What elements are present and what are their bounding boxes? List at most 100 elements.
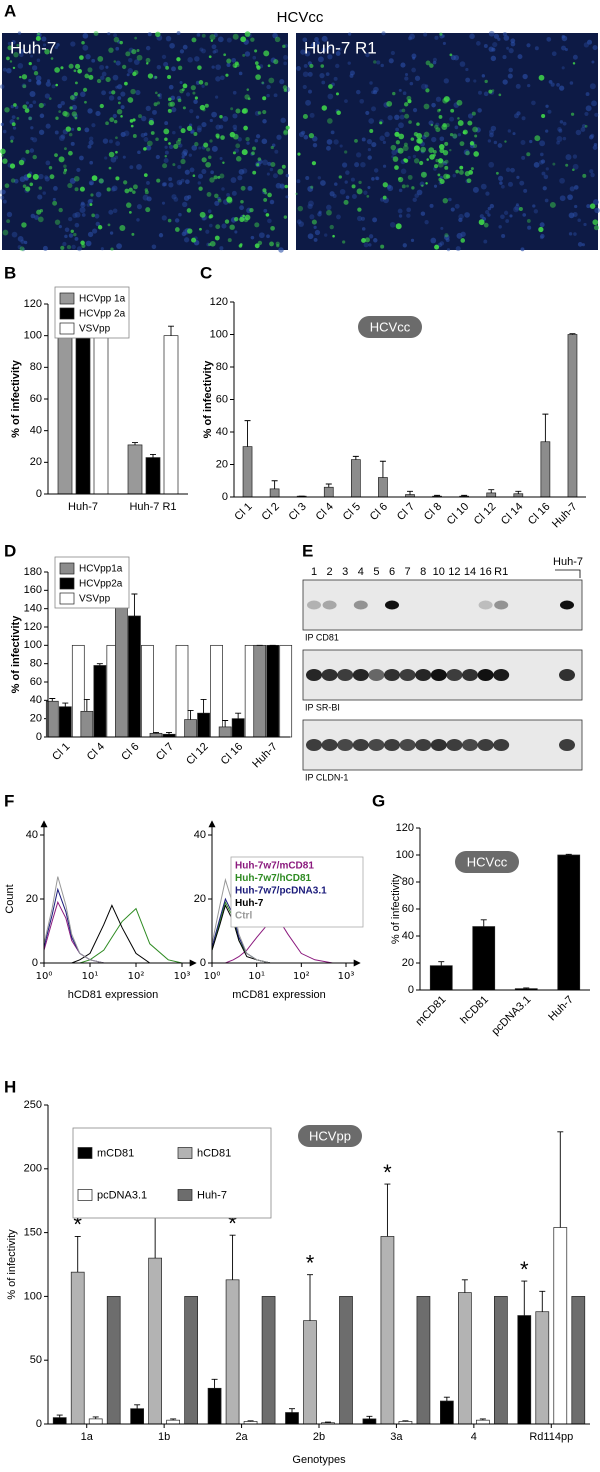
nucleus <box>449 116 455 122</box>
infected-cell <box>113 60 117 63</box>
nucleus <box>432 57 438 62</box>
infected-cell <box>127 97 134 103</box>
infected-cell <box>204 82 209 86</box>
legend-label: VSVpp <box>79 324 111 335</box>
nucleus <box>231 57 237 63</box>
infected-cell <box>69 95 75 100</box>
nucleus <box>127 68 134 74</box>
nucleus <box>345 195 350 200</box>
nucleus <box>463 149 470 156</box>
nucleus <box>581 243 585 247</box>
legend-swatch <box>177 1189 193 1201</box>
nucleus <box>169 42 175 49</box>
infected-cell <box>336 110 341 116</box>
error-bar <box>366 1415 373 1419</box>
nucleus <box>145 145 152 151</box>
infected-cell <box>423 131 430 138</box>
nucleus <box>371 142 377 148</box>
nucleus <box>325 72 330 76</box>
y-tick-label: 120 <box>396 822 414 834</box>
infected-cell <box>136 49 140 53</box>
bar <box>207 1387 222 1425</box>
infected-cell <box>107 223 111 227</box>
infected-cell <box>21 222 27 228</box>
infected-cell <box>21 74 28 80</box>
infected-cell <box>88 74 94 80</box>
nucleus <box>485 191 490 196</box>
nucleus <box>274 149 279 154</box>
blot <box>302 579 583 631</box>
nucleus <box>173 197 179 202</box>
x-tick-label: 1b <box>158 1431 170 1443</box>
infected-cell <box>242 53 246 57</box>
nucleus <box>51 84 56 89</box>
nucleus <box>584 111 589 117</box>
nucleus <box>493 140 498 145</box>
band <box>307 600 321 610</box>
nucleus <box>546 36 552 42</box>
infected-cell <box>206 192 212 197</box>
nucleus <box>543 174 549 180</box>
nucleus <box>452 134 458 140</box>
nucleus <box>86 203 91 207</box>
error-bar <box>557 1131 564 1228</box>
infected-cell <box>444 159 449 164</box>
x-tick-label: Cl 14 <box>499 501 526 528</box>
infected-cell <box>181 88 185 92</box>
infected-cell <box>420 171 427 178</box>
infected-cell <box>145 57 151 63</box>
infected-cell <box>233 216 239 222</box>
infected-cell <box>210 39 214 42</box>
nucleus <box>237 175 243 181</box>
infected-cell <box>592 219 599 226</box>
bar <box>517 1315 532 1425</box>
nucleus <box>6 67 12 74</box>
lane-label: 2 <box>327 566 333 578</box>
infected-cell <box>297 205 304 212</box>
nucleus <box>390 50 396 56</box>
nucleus <box>220 75 225 81</box>
infected-cell <box>332 234 335 238</box>
infected-cell <box>326 209 332 216</box>
infected-cell <box>338 175 342 179</box>
infected-cell <box>495 171 499 175</box>
infected-cell <box>54 67 60 73</box>
significance-marker: * <box>73 1212 82 1237</box>
nucleus <box>493 33 500 39</box>
infected-cell <box>91 175 98 181</box>
error-bar <box>96 663 103 666</box>
nucleus <box>394 114 400 121</box>
nucleus <box>583 42 590 48</box>
nucleus <box>464 212 470 218</box>
nucleus <box>94 213 100 219</box>
x-tick-label: 10⁰ <box>204 971 221 982</box>
band <box>494 600 509 610</box>
y-tick-label: 40 <box>194 829 206 841</box>
nucleus <box>327 54 333 60</box>
nucleus <box>398 122 404 129</box>
band <box>337 669 354 681</box>
lane-label: 12 <box>448 566 460 578</box>
infected-cell <box>416 132 423 139</box>
nucleus <box>404 72 409 77</box>
nucleus <box>412 154 417 159</box>
nucleus <box>168 177 173 182</box>
x-tick-label: 10² <box>128 971 145 982</box>
nucleus <box>522 73 528 80</box>
error-bar <box>83 698 90 712</box>
nucleus <box>487 213 491 217</box>
infected-cell <box>435 127 441 133</box>
infected-cell <box>235 143 241 149</box>
nucleus <box>476 41 481 46</box>
infected-cell <box>226 196 233 203</box>
infected-cell <box>438 115 443 119</box>
nucleus <box>501 233 506 239</box>
nucleus <box>335 63 340 69</box>
nucleus <box>104 156 108 160</box>
infected-cell <box>68 132 73 137</box>
nucleus <box>30 136 34 141</box>
infected-cell <box>24 108 30 113</box>
nucleus <box>164 145 168 149</box>
nucleus <box>354 162 360 168</box>
infected-cell <box>229 224 235 230</box>
